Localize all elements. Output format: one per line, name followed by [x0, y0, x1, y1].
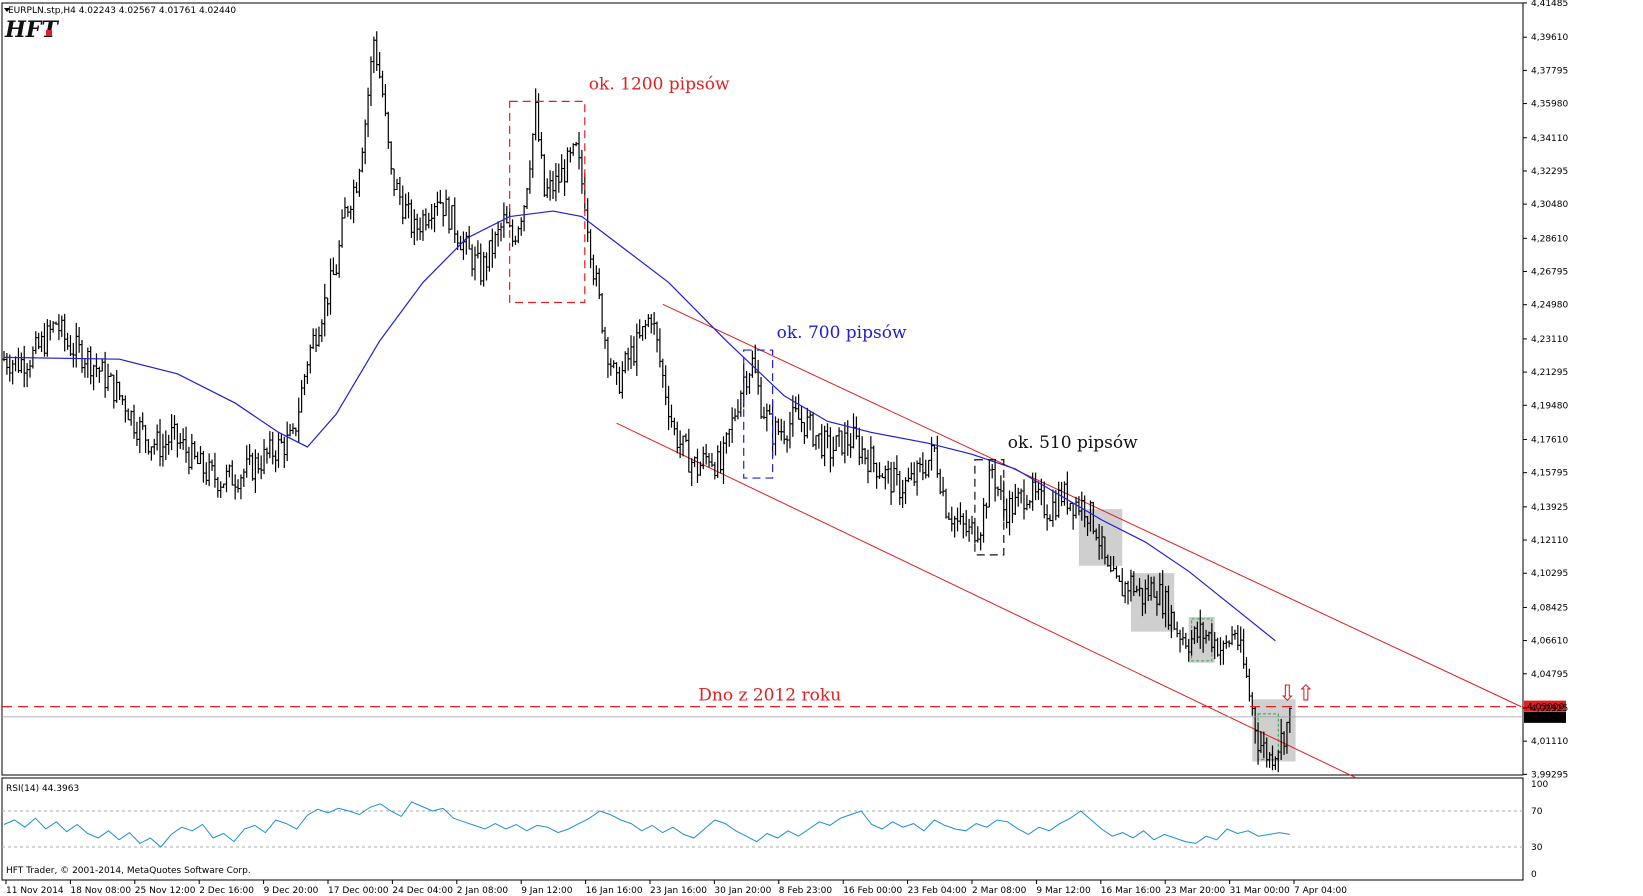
annotation-label: ok. 510 pipsów	[1008, 433, 1138, 453]
trend-channel	[616, 303, 1522, 779]
x-tick-label: 8 Feb 23:00	[779, 886, 833, 896]
support-label: Dno z 2012 roku	[698, 686, 841, 706]
support-price-tag	[1524, 700, 1566, 712]
y-tick-label: 4,30480	[1531, 200, 1568, 210]
x-tick-label: 11 Nov 2014	[6, 886, 64, 896]
rsi-label: RSI(14) 44.3963	[6, 784, 79, 794]
annotation-box	[509, 100, 586, 304]
y-tick-label: 4,24980	[1531, 301, 1568, 311]
hft-logo-accent	[46, 30, 52, 36]
rsi-line	[3, 801, 1290, 848]
x-tick-label: 23 Feb 04:00	[908, 886, 967, 896]
x-tick-label: 16 Jan 16:00	[586, 886, 643, 896]
y-tick-label: 4,12110	[1531, 536, 1568, 546]
y-tick-label: 4,41485	[1531, 0, 1568, 9]
y-tick-label: 4,01110	[1531, 737, 1568, 747]
x-tick-label: 2 Jan 08:00	[457, 886, 509, 896]
time-axis: 11 Nov 2014 18 Nov 08:00 25 Nov 12:00 2 Dec…	[5, 880, 1347, 896]
x-tick-label: 2 Dec 16:00	[199, 886, 254, 896]
y-tick-label: 4,21295	[1531, 368, 1568, 378]
y-tick-label: 4,37795	[1531, 66, 1568, 76]
rsi-panel-frame	[1, 777, 1524, 881]
x-tick-label: 25 Nov 12:00	[135, 886, 196, 896]
y-tick-label: 4,34110	[1531, 134, 1568, 144]
y-tick-label: 4,35980	[1531, 100, 1568, 110]
current-price-text: 4,02440	[1527, 714, 1564, 724]
y-tick-label: 3,99295	[1531, 770, 1568, 780]
annotation-label: ok. 700 pipsów	[777, 323, 907, 343]
y-tick-label: 4,02925	[1531, 704, 1568, 714]
support-price-text: 4,03000	[1527, 703, 1564, 713]
rsi-indicator: 100 70 30 0	[2, 780, 1548, 880]
y-tick-label: 4,10295	[1531, 569, 1568, 579]
x-tick-label: 23 Jan 16:00	[650, 886, 707, 896]
rsi-axis-label: 30	[1531, 843, 1543, 853]
collapse-triangle-icon[interactable]	[4, 8, 10, 12]
x-tick-label: 18 Nov 08:00	[70, 886, 131, 896]
channel-lower-line	[616, 422, 1357, 779]
annotation-box	[743, 349, 774, 479]
down-up-arrows-icon: ⇩⇧	[1278, 682, 1315, 707]
main-chart-frame	[1, 2, 1524, 776]
x-tick-label: 9 Dec 20:00	[264, 886, 319, 896]
annotation-label: ok. 1200 pipsów	[589, 74, 730, 94]
y-tick-label: 4,15795	[1531, 469, 1568, 479]
moving-average	[3, 210, 1276, 642]
rsi-axis-label: 0	[1531, 870, 1537, 880]
shaded-zone	[1078, 509, 1123, 566]
y-tick-label: 4,39610	[1531, 33, 1568, 43]
y-tick-label: 4,23110	[1531, 335, 1568, 345]
y-tick-label: 4,06610	[1531, 637, 1568, 647]
y-tick-label: 4,28610	[1531, 234, 1568, 244]
price-axis: 4,41485 4,39610 4,37795 4,35980 4,34110 4,322…	[1523, 0, 1568, 780]
y-tick-label: 4,19480	[1531, 401, 1568, 411]
y-tick-label: 4,32295	[1531, 167, 1568, 177]
copyright-text: HFT Trader, © 2001-2014, MetaQuotes Soft…	[6, 866, 251, 876]
current-price-tag	[1524, 711, 1566, 723]
rsi-axis-label: 100	[1531, 780, 1548, 790]
shaded-zone	[1188, 617, 1215, 663]
x-tick-label: 16 Mar 16:00	[1101, 886, 1161, 896]
y-tick-label: 4,17610	[1531, 435, 1568, 445]
chart-symbol-info: EURPLN.stp,H4 4.02243 4.02567 4.01761 4.…	[8, 6, 236, 16]
x-tick-label: 7 Apr 04:00	[1294, 886, 1347, 896]
x-tick-label: 2 Mar 08:00	[972, 886, 1027, 896]
price-bar	[1287, 707, 1292, 733]
y-tick-label: 4,26795	[1531, 268, 1568, 278]
price-bars	[2, 31, 1292, 773]
x-tick-label: 9 Jan 12:00	[521, 886, 573, 896]
annotations: ok. 1200 pipsów ok. 700 pipsów ok. 510 pip…	[509, 74, 1138, 556]
x-tick-label: 9 Mar 12:00	[1036, 886, 1091, 896]
x-tick-label: 17 Dec 00:00	[328, 886, 389, 896]
y-tick-label: 4,04795	[1531, 670, 1568, 680]
x-tick-label: 31 Mar 00:00	[1230, 886, 1290, 896]
x-tick-label: 23 Mar 20:00	[1165, 886, 1225, 896]
x-tick-label: 16 Feb 00:00	[843, 886, 902, 896]
x-tick-label: 24 Dec 04:00	[392, 886, 453, 896]
y-tick-label: 4,13925	[1531, 503, 1568, 513]
shaded-zone	[1252, 699, 1296, 762]
shaded-zone	[1130, 573, 1175, 632]
x-tick-label: 30 Jan 20:00	[714, 886, 771, 896]
rsi-axis-label: 70	[1531, 807, 1543, 817]
ma-line	[3, 210, 1276, 642]
channel-upper-line	[662, 303, 1522, 708]
y-tick-label: 4,08425	[1531, 603, 1568, 613]
annotation-box	[974, 459, 1005, 556]
